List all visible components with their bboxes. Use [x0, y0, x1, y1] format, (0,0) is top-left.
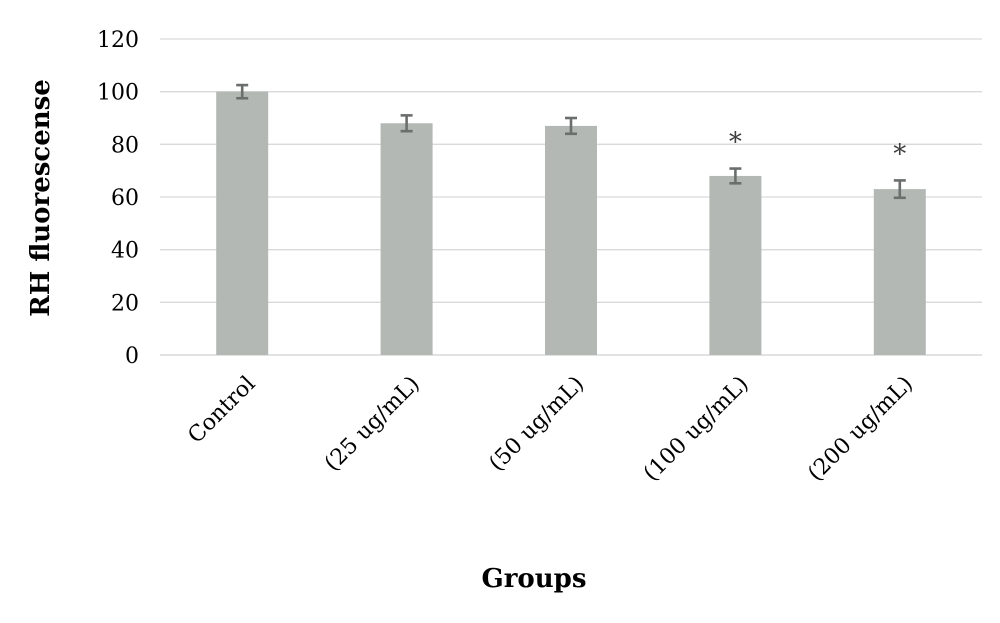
bar [545, 125, 597, 356]
error-bar [236, 83, 249, 100]
y-tick-label: 20 [111, 291, 139, 316]
y-axis-ticks: 0 20 40 60 80 100 120 [97, 28, 139, 369]
y-tick-label: 100 [97, 81, 139, 106]
x-tick-label: (25 ug/mL) [320, 372, 425, 477]
bar [873, 189, 926, 355]
y-tick-label: 40 [111, 239, 139, 264]
significance-marker: * [893, 139, 906, 169]
x-tick-label: (100 ug/mL) [639, 372, 754, 487]
y-tick-label: 80 [111, 133, 139, 158]
y-axis-title: RH fluorescense [26, 79, 56, 317]
bar [380, 123, 433, 356]
y-tick-label: 60 [111, 186, 139, 211]
bar [216, 91, 269, 356]
x-tick-label: (200 ug/mL) [803, 372, 918, 487]
significance-marker: * [729, 128, 742, 158]
y-tick-label: 0 [125, 344, 139, 369]
error-bar [729, 167, 742, 185]
error-bar [565, 116, 577, 136]
error-bar [400, 114, 413, 133]
x-axis-title: Groups [482, 564, 587, 594]
bars: * * [216, 83, 926, 356]
x-axis-ticks: Control (25 ug/mL) (50 ug/mL) (100 ug/mL) (2… [183, 372, 918, 487]
x-tick-label: Control [183, 372, 260, 449]
bar [709, 175, 762, 355]
error-bar [893, 179, 906, 200]
x-tick-label: (50 ug/mL) [484, 372, 589, 477]
y-tick-label: 120 [97, 28, 139, 53]
